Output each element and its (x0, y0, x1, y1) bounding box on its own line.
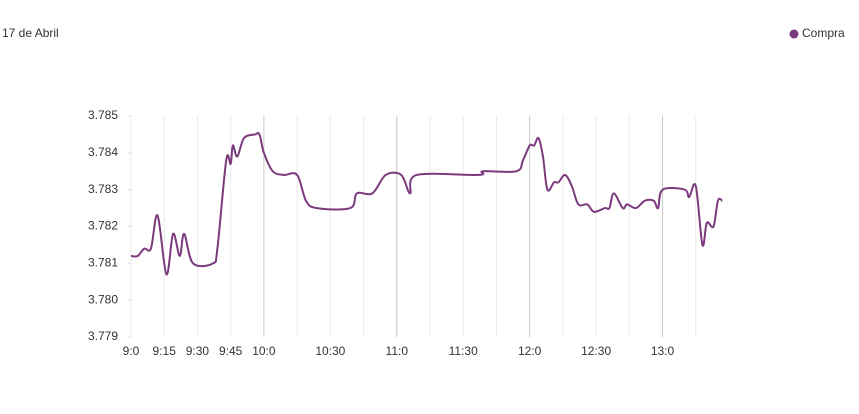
y-tick-label: 3.781 (88, 256, 118, 270)
y-tick-label: 3.785 (88, 108, 118, 122)
x-tick-label: 11:0 (386, 344, 409, 358)
legend-label: Compra (802, 26, 845, 40)
y-tick-label: 3.779 (88, 329, 118, 343)
y-tick-label: 3.783 (88, 182, 118, 196)
line (130, 131, 723, 276)
y-tick-label: 3.784 (88, 145, 118, 159)
y-tick-label: 3.782 (88, 219, 118, 233)
x-tick-label: 9:15 (153, 344, 177, 358)
x-tick-label: 13:0 (651, 344, 675, 358)
x-tick-label: 12:30 (581, 344, 611, 358)
chart-title: 17 de Abril (2, 26, 59, 40)
x-tick-label: 9:45 (219, 344, 243, 358)
x-tick-label: 9:30 (186, 344, 210, 358)
y-tick-label: 3.780 (88, 292, 118, 306)
x-tick-label: 9:0 (123, 344, 140, 358)
x-tick-label: 10:30 (315, 344, 345, 358)
legend-marker (789, 29, 799, 39)
x-tick-label: 10:0 (252, 344, 276, 358)
x-tick-label: 12:0 (518, 344, 542, 358)
x-tick-label: 11:30 (449, 344, 478, 358)
